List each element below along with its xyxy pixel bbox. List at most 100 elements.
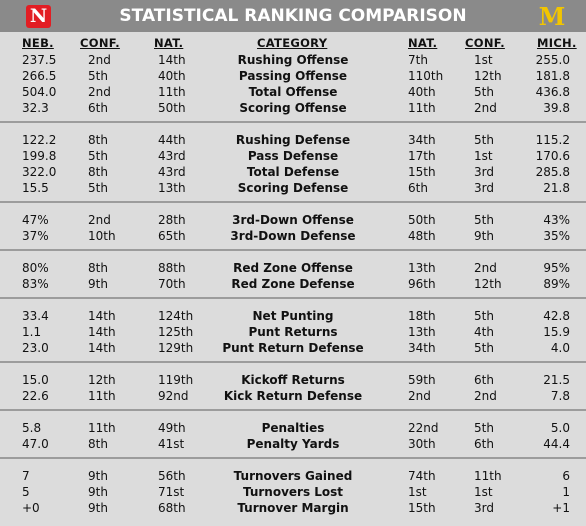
- mich-conf-rank: 2nd: [474, 261, 497, 275]
- mich-conf-rank: 5th: [474, 133, 494, 147]
- category: Kickoff Returns: [241, 373, 345, 387]
- neb-conf-rank: 8th: [88, 165, 108, 179]
- mich-value: 7.8: [550, 389, 570, 403]
- nebraska-logo: N: [26, 5, 51, 28]
- mich-value: 21.8: [543, 181, 570, 195]
- page-title: STATISTICAL RANKING COMPARISON: [119, 6, 467, 26]
- mich-value: 15.9: [543, 325, 570, 339]
- neb-value: 37%: [22, 229, 49, 243]
- mich-value: 170.6: [535, 149, 570, 163]
- neb-conf-rank: 11th: [88, 421, 116, 435]
- category: Rushing Defense: [235, 133, 351, 147]
- mich-nat-rank: 50th: [408, 213, 436, 227]
- mich-nat-rank: 13th: [408, 261, 436, 275]
- category: Red Zone Defense: [231, 277, 355, 291]
- category: Punt Return Defense: [222, 341, 364, 355]
- mich-nat-rank: 2nd: [408, 389, 431, 403]
- neb-nat-rank: 11th: [158, 85, 186, 99]
- mich-nat-rank: 40th: [408, 85, 436, 99]
- mich-conf-rank: 2nd: [474, 389, 497, 403]
- neb-nat-rank: 119th: [158, 373, 194, 387]
- neb-conf-rank: 9th: [88, 469, 108, 483]
- mich-value: 95%: [543, 261, 570, 275]
- table-row: 7 9th 56th Turnovers Gained 74th 11th 6: [0, 468, 586, 484]
- table-row: 5 9th 71st Turnovers Lost 1st 1st 1: [0, 484, 586, 500]
- neb-nat-rank: 49th: [158, 421, 186, 435]
- mich-nat-rank: 1st: [408, 485, 427, 499]
- mich-nat-rank: 17th: [408, 149, 436, 163]
- table-row: 15.5 5th 13th Scoring Defense 6th 3rd 21.8: [0, 180, 586, 196]
- neb-value: 5: [22, 485, 30, 499]
- neb-value: 47.0: [22, 437, 49, 451]
- neb-conf-rank: 2nd: [88, 53, 111, 67]
- neb-value: 80%: [22, 261, 49, 275]
- mich-value: 5.0: [550, 421, 570, 435]
- mich-conf-rank: 3rd: [474, 501, 494, 515]
- mich-value: 39.8: [543, 101, 570, 115]
- table-row: 32.3 6th 50th Scoring Offense 11th 2nd 39.8: [0, 100, 586, 116]
- section-divider: [0, 297, 586, 299]
- mich-conf-rank: 11th: [474, 469, 502, 483]
- category: Kick Return Defense: [223, 389, 363, 403]
- neb-nat-rank: 13th: [158, 181, 186, 195]
- mich-nat-rank: 11th: [408, 101, 436, 115]
- mich-value: 89%: [543, 277, 570, 291]
- mich-conf-rank: 5th: [474, 421, 494, 435]
- neb-nat-rank: 65th: [158, 229, 186, 243]
- category: Turnovers Lost: [242, 485, 344, 499]
- neb-conf-rank: 12th: [88, 373, 116, 387]
- neb-conf-rank: 5th: [88, 69, 108, 83]
- table-row: 80% 8th 88th Red Zone Offense 13th 2nd 95%: [0, 260, 586, 276]
- neb-conf-rank: 14th: [88, 325, 116, 339]
- mich-conf-rank: 5th: [474, 85, 494, 99]
- neb-nat-rank: 44th: [158, 133, 186, 147]
- table-row: 37% 10th 65th 3rd-Down Defense 48th 9th 35%: [0, 228, 586, 244]
- neb-value: 33.4: [22, 309, 49, 323]
- mich-value: 1: [562, 485, 570, 499]
- neb-nat-rank: 68th: [158, 501, 186, 515]
- table-row: 47.0 8th 41st Penalty Yards 30th 6th 44.4: [0, 436, 586, 452]
- mich-nat-rank: 48th: [408, 229, 436, 243]
- mich-nat-rank: 15th: [408, 501, 436, 515]
- neb-nat-rank: 71st: [158, 485, 185, 499]
- neb-conf-rank: 10th: [88, 229, 116, 243]
- neb-conf-rank: 5th: [88, 181, 108, 195]
- category: Penalty Yards: [246, 437, 340, 451]
- mich-value: +1: [552, 501, 570, 515]
- neb-value: 7: [22, 469, 30, 483]
- neb-value: 22.6: [22, 389, 49, 403]
- col-header-category: CATEGORY: [257, 36, 328, 50]
- michigan-logo: M: [538, 2, 566, 31]
- neb-value: 47%: [22, 213, 49, 227]
- mich-value: 42.8: [543, 309, 570, 323]
- category: Scoring Defense: [237, 181, 349, 195]
- table-row: 5.8 11th 49th Penalties 22nd 5th 5.0: [0, 420, 586, 436]
- category: Penalties: [261, 421, 325, 435]
- neb-conf-rank: 9th: [88, 277, 108, 291]
- neb-conf-rank: 9th: [88, 501, 108, 515]
- neb-nat-rank: 88th: [158, 261, 186, 275]
- section-divider: [0, 121, 586, 123]
- neb-nat-rank: 92nd: [158, 389, 189, 403]
- table-row: 237.5 2nd 14th Rushing Offense 7th 1st 255.0: [0, 52, 586, 68]
- mich-conf-rank: 3rd: [474, 165, 494, 179]
- table-row: 23.0 14th 129th Punt Return Defense 34th 5th 4…: [0, 340, 586, 356]
- section-divider: [0, 457, 586, 459]
- neb-nat-rank: 28th: [158, 213, 186, 227]
- col-header-mich-conf: CONF.: [465, 36, 505, 50]
- mich-conf-rank: 1st: [474, 485, 493, 499]
- neb-nat-rank: 14th: [158, 53, 186, 67]
- mich-nat-rank: 59th: [408, 373, 436, 387]
- category: 3rd-Down Offense: [232, 213, 354, 227]
- table-row: 33.4 14th 124th Net Punting 18th 5th 42.8: [0, 308, 586, 324]
- neb-nat-rank: 124th: [158, 309, 194, 323]
- mich-nat-rank: 96th: [408, 277, 436, 291]
- mich-conf-rank: 6th: [474, 437, 494, 451]
- mich-nat-rank: 13th: [408, 325, 436, 339]
- category: Passing Offense: [238, 69, 348, 83]
- mich-value: 35%: [543, 229, 570, 243]
- table-row: 266.5 5th 40th Passing Offense 110th 12th 181.…: [0, 68, 586, 84]
- category: Red Zone Offense: [233, 261, 353, 275]
- table-row: 1.1 14th 125th Punt Returns 13th 4th 15.9: [0, 324, 586, 340]
